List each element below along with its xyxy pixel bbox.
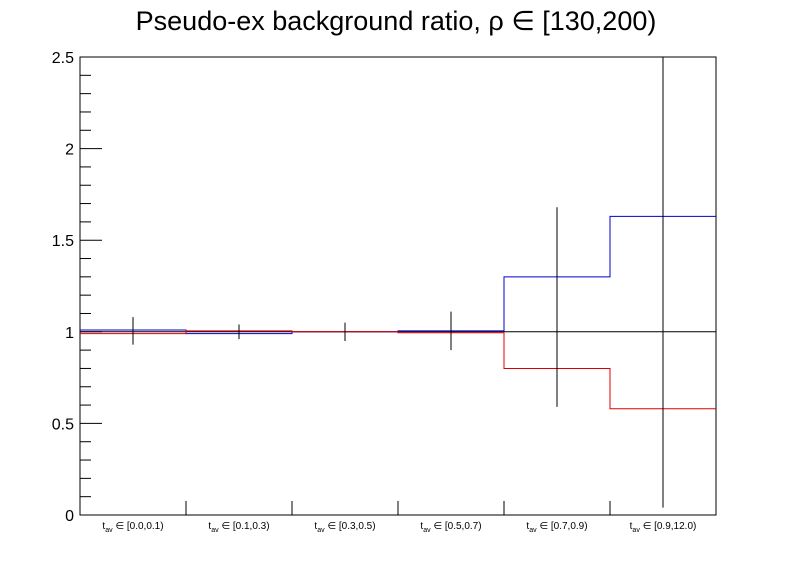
plot-area: 0 0.5 1 1.5 2 2.5 tav ∈ [0.0,0.1) tav ∈ [0.1,0.… [52, 50, 716, 534]
x-category-label: tav ∈ [0.3,0.5) [314, 521, 375, 534]
x-category-label: tav ∈ [0.7,0.9) [526, 521, 587, 534]
y-tick-label: 0.5 [52, 416, 74, 433]
y-tick-label: 1.5 [52, 233, 74, 250]
y-tick-label: 0 [65, 508, 74, 525]
chart-title: Pseudo-ex background ratio, ρ ∈ [130,200… [136, 6, 657, 36]
plot-frame [79, 56, 717, 516]
y-tick-label: 1 [65, 325, 74, 342]
y-tick-label: 2.5 [52, 50, 74, 67]
x-category-label: tav ∈ [0.1,0.3) [208, 521, 269, 534]
series-1-step-line [80, 215, 716, 335]
x-category-label: tav ∈ [0.5,0.7) [420, 521, 481, 534]
x-category-label: tav ∈ [0.9,12.0) [630, 521, 697, 534]
y-tick-label: 2 [65, 142, 74, 159]
x-category-label: tav ∈ [0.0,0.1) [102, 521, 163, 534]
series-2-step-line [80, 330, 716, 410]
